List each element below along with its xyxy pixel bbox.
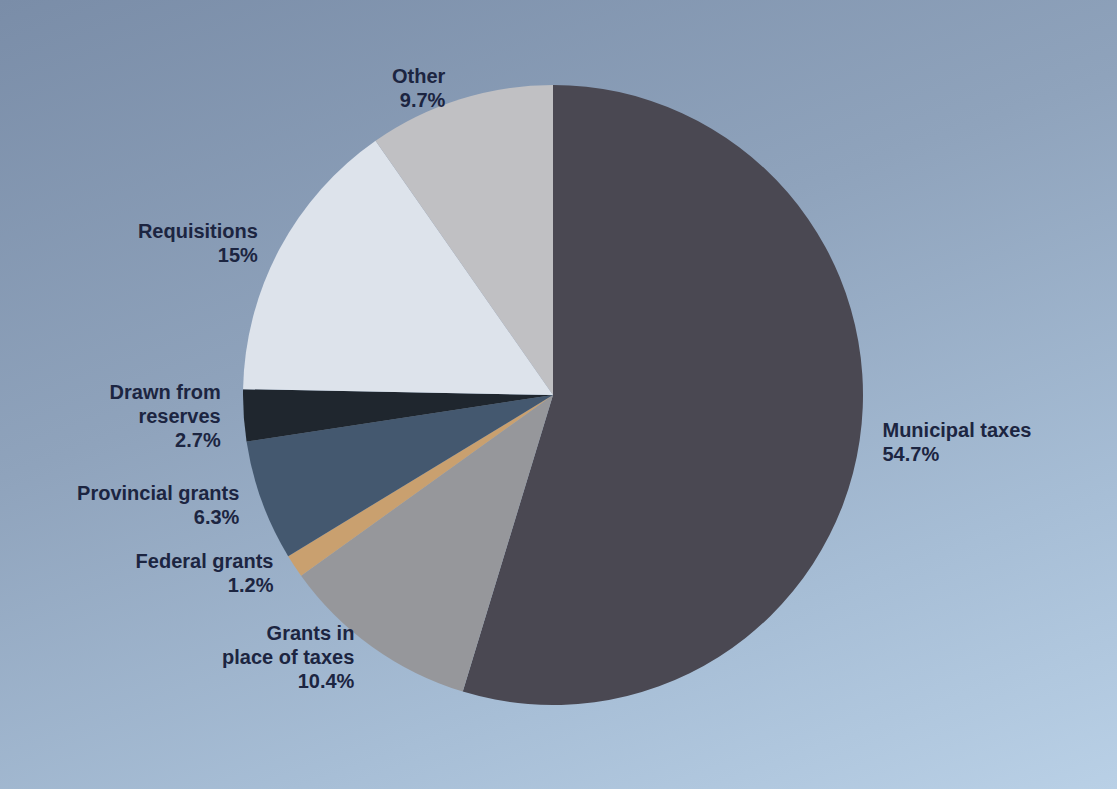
svg-text:Drawn from: Drawn from <box>110 381 221 403</box>
svg-text:1.2%: 1.2% <box>228 574 274 596</box>
svg-text:9.7%: 9.7% <box>400 89 446 111</box>
svg-text:Other: Other <box>392 65 446 87</box>
svg-text:Provincial grants: Provincial grants <box>77 482 239 504</box>
svg-text:54.7%: 54.7% <box>882 443 939 465</box>
svg-text:2.7%: 2.7% <box>175 429 221 451</box>
svg-text:reserves: reserves <box>138 405 220 427</box>
svg-text:place of taxes: place of taxes <box>222 646 354 668</box>
svg-text:6.3%: 6.3% <box>194 506 240 528</box>
svg-text:10.4%: 10.4% <box>298 670 355 692</box>
svg-text:Municipal taxes: Municipal taxes <box>882 419 1031 441</box>
svg-text:15%: 15% <box>218 244 258 266</box>
svg-text:Requisitions: Requisitions <box>138 220 258 242</box>
svg-text:Grants in: Grants in <box>267 622 355 644</box>
svg-text:Federal grants: Federal grants <box>136 550 274 572</box>
